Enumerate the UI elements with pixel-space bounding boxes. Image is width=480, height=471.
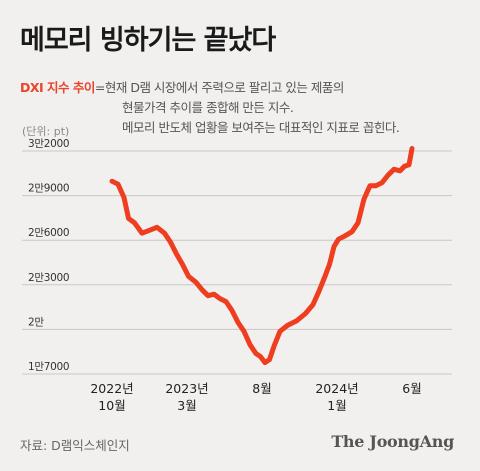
unit-label: (단위: pt) [22, 125, 70, 138]
x-tick-label: 2022년 [90, 381, 133, 396]
y-tick-label: 2만9000 [28, 183, 69, 195]
description-line-1: DXI 지수 추이=현재 D램 시장에서 주력으로 팔리고 있는 제품의 [20, 78, 470, 98]
x-tick-label: 2023년 [165, 381, 208, 396]
y-tick-label: 2만 [28, 316, 44, 328]
x-tick-label: 6월 [402, 381, 421, 396]
x-tick-label: 3월 [177, 398, 196, 413]
page-title: 메모리 빙하기는 끝났다 [20, 25, 276, 56]
y-axis-ticks: 3만2000 2만9000 2만6000 2만3000 2만 1만7000 [28, 138, 70, 373]
description-text-1: =현재 D램 시장에서 주력으로 팔리고 있는 제품의 [94, 80, 344, 95]
x-axis-ticks: 2022년 10월 2023년 3월 8월 2024년 1월 6월 [90, 381, 421, 413]
description-line-3: 메모리 반도체 업황을 보여주는 대표적인 지표로 꼽힌다. [122, 120, 400, 135]
series-line [109, 146, 415, 366]
source-note: 자료: D램익스체인지 [20, 438, 130, 453]
brand-logo: The JoongAng [331, 432, 454, 451]
x-tick-label: 10월 [98, 398, 125, 413]
x-tick-label: 8월 [252, 381, 271, 396]
grid-layer [22, 150, 452, 375]
y-tick-label: 1만7000 [28, 361, 69, 373]
y-tick-label: 2만6000 [28, 227, 69, 239]
index-term: DXI 지수 추이 [20, 80, 95, 95]
y-tick-label: 3만2000 [28, 138, 69, 150]
series-layer [109, 146, 415, 366]
x-tick-label: 1월 [327, 398, 346, 413]
y-tick-label: 2만3000 [28, 272, 69, 284]
x-tick-label: 2024년 [315, 381, 358, 396]
description-line-2: 현물가격 추이를 종합해 만든 지수. [122, 100, 294, 115]
index-description: DXI 지수 추이=현재 D램 시장에서 주력으로 팔리고 있는 제품의 현물가… [20, 78, 470, 138]
